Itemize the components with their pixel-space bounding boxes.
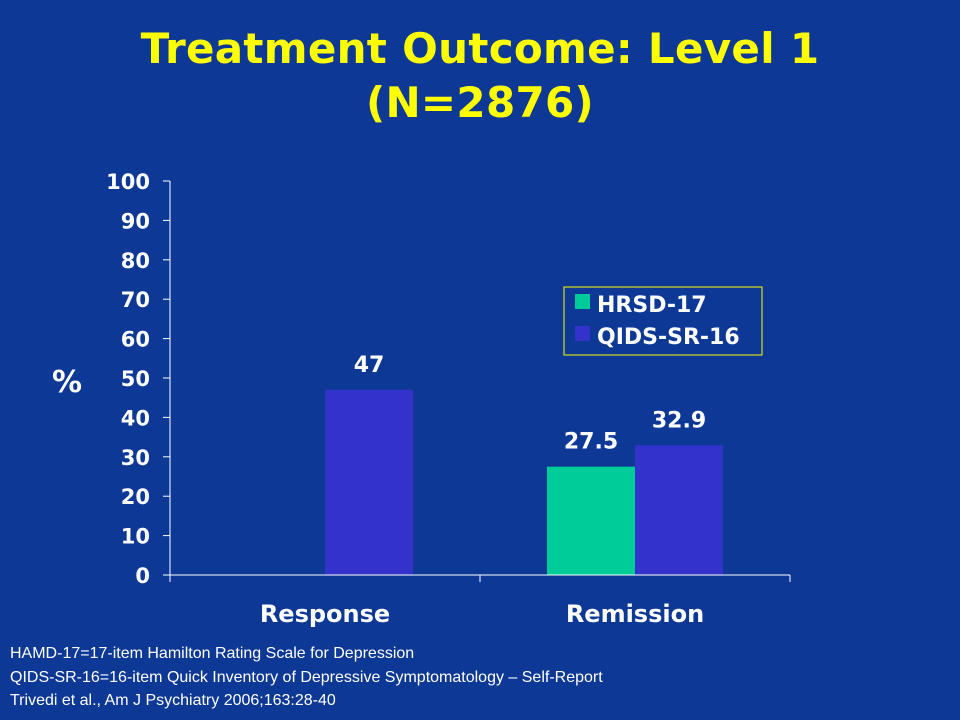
- y-tick-label: 100: [106, 170, 150, 194]
- legend-swatch: [575, 294, 590, 309]
- y-tick-label: 90: [121, 209, 150, 233]
- bar: [635, 445, 723, 575]
- y-tick-label: 60: [121, 328, 150, 352]
- data-label: 32.9: [652, 408, 706, 433]
- y-tick-label: 30: [121, 446, 150, 470]
- legend: HRSD-17 QIDS-SR-16: [563, 286, 763, 356]
- data-labels: 47 27.5 32.9: [354, 353, 706, 455]
- slide-title-line-1: Treatment Outcome: Level 1: [140, 24, 820, 73]
- legend-swatch: [575, 326, 590, 341]
- x-tick-label: Response: [260, 600, 390, 628]
- footnote-citation: Trivedi et al., Am J Psychiatry 2006;163…: [10, 692, 336, 709]
- y-tick-label: 0: [135, 564, 150, 588]
- data-label: 27.5: [564, 430, 618, 455]
- slide-title-line-2: (N=2876): [365, 78, 595, 127]
- y-tick-label: 20: [121, 485, 150, 509]
- legend-label: QIDS-SR-16: [597, 325, 740, 350]
- y-axis-label: %: [52, 365, 82, 400]
- x-axis-ticks: Response Remission: [169, 575, 791, 628]
- legend-label: HRSD-17: [597, 293, 707, 318]
- y-tick-label: 10: [121, 525, 150, 549]
- bars: [325, 389, 723, 575]
- y-tick-label: 40: [121, 406, 150, 430]
- x-tick-label: Remission: [566, 600, 704, 628]
- y-tick-label: 50: [121, 367, 150, 391]
- footnotes: HAMD-17=17-item Hamilton Rating Scale fo…: [10, 642, 603, 713]
- bar: [547, 466, 635, 575]
- footnote-qids: QIDS-SR-16=16-item Quick Inventory of De…: [10, 668, 603, 686]
- slide-title: Treatment Outcome: Level 1 (N=2876): [0, 22, 960, 130]
- legend-frame: [563, 286, 763, 356]
- y-tick-label: 80: [121, 249, 150, 273]
- bar: [325, 389, 413, 575]
- y-tick-label: 70: [121, 288, 150, 312]
- y-axis-ticks: 0 10 20 30 40 50 60 70 80 90 100: [106, 170, 170, 588]
- data-label: 47: [354, 353, 385, 378]
- footnote-hamd: HAMD-17=17-item Hamilton Rating Scale fo…: [10, 645, 415, 662]
